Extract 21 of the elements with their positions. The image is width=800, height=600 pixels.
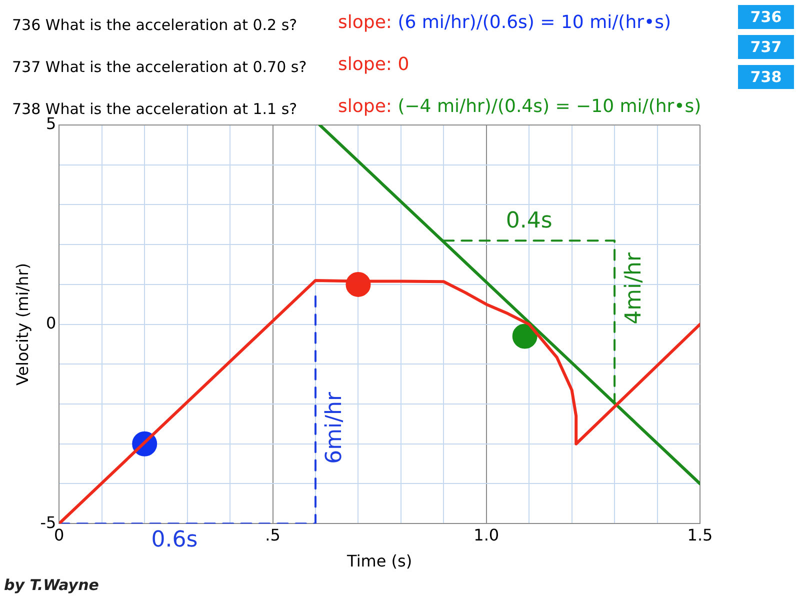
- text: 737: [738, 35, 794, 59]
- text: by T.Wayne: [4, 576, 99, 594]
- annotation: 6mi/hr: [322, 391, 348, 464]
- x-tick-label: 1.0: [474, 525, 500, 544]
- x-tick-label: .5: [265, 525, 280, 544]
- y-axis-title: Velocity (mi/hr): [12, 263, 32, 386]
- annotation: 4mi/hr: [621, 252, 646, 324]
- text: 736 What is the acceleration at 0.2 s?: [12, 16, 298, 34]
- text: 737 What is the acceleration at 0.70 s?: [12, 58, 307, 76]
- annotation: 0.6s: [151, 527, 198, 552]
- point: [512, 324, 538, 349]
- text: slope: (−4 mi/hr)/(0.4s) = −10 mi/(hr•s): [338, 96, 702, 117]
- y-tick-label: 0: [46, 313, 56, 332]
- text: 736: [738, 5, 794, 29]
- y-tick-label: -5: [40, 512, 56, 532]
- annotation: 0.4s: [506, 208, 552, 234]
- text: slope: 0: [338, 54, 410, 75]
- text: 738: [738, 65, 794, 89]
- x-axis-title: Time (s): [346, 552, 412, 571]
- text: slope: (6 mi/hr)/(0.6s) = 10 mi/(hr•s): [338, 12, 672, 33]
- x-tick-label: 1.5: [687, 525, 713, 544]
